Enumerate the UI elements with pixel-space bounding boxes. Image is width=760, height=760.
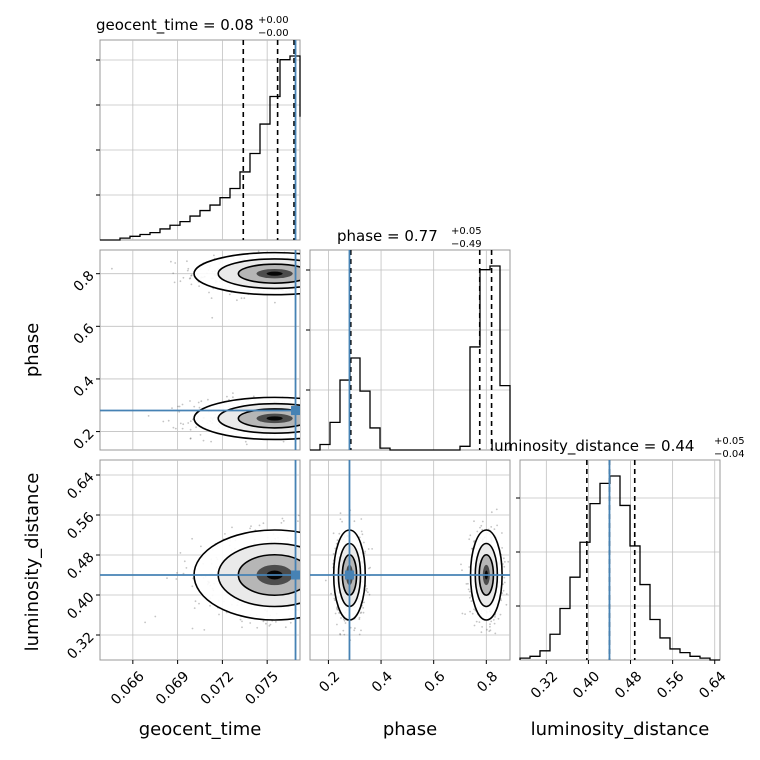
x-tick-label-2: 0.6 (422, 669, 449, 696)
panel-geocent-time-hist: geocent_time = 0.08 +0.00 −0.00 (96, 15, 301, 241)
y-tick-marks-geocent-time-hist (96, 59, 100, 196)
x-tick-label-0: 0.32 (528, 669, 561, 702)
title-luminosity-distance: luminosity_distance = 0.44 (490, 437, 694, 456)
title-geocent-time-lower: −0.00 (258, 28, 289, 39)
grid-phase-hist (310, 250, 510, 450)
contour-1-2 (237, 408, 300, 429)
histogram-phase (310, 265, 511, 451)
title-luminosity-distance-upper: +0.05 (714, 436, 745, 447)
grid-lumdist-hist (520, 460, 720, 660)
title-phase-upper: +0.05 (451, 226, 482, 237)
contour-1-0 (193, 396, 300, 441)
x-ticks-phase: 0.2 0.4 0.6 0.8 (316, 660, 501, 696)
x-tick-label-1: 0.069 (153, 669, 193, 709)
title-geocent-time: geocent_time = 0.08 (96, 16, 254, 35)
x-axis-label-luminosity-distance: luminosity_distance (531, 719, 710, 740)
contour-0-1 (217, 258, 300, 290)
truth-point (291, 570, 301, 580)
grid-geocent-time-hist (100, 40, 300, 240)
y-tick-label-0: 0.32 (64, 629, 97, 662)
y-ticks-phase: 0.2 0.4 0.6 0.8 (71, 268, 100, 453)
y-ticks-luminosity-distance: 0.32 0.40 0.48 0.56 0.64 (64, 469, 100, 663)
truth-marker-lumdist-vs-geocent-time (100, 460, 301, 660)
title-phase-lower: −0.49 (451, 239, 482, 250)
y-axis-label-luminosity-distance: luminosity_distance (22, 473, 43, 652)
contour-1-1 (217, 402, 300, 434)
y-tick-marks-phase-hist (306, 269, 310, 391)
x-ticks-luminosity-distance: 0.32 0.40 0.48 0.56 0.64 (528, 660, 730, 702)
panel-lumdist-hist: 0.32 0.40 0.48 0.56 0.64 luminosity_distance… (490, 436, 745, 740)
x-axis-label-geocent-time: geocent_time (139, 719, 262, 740)
y-tick-marks-lumdist-hist (516, 497, 520, 607)
x-tick-label-3: 0.075 (242, 669, 282, 709)
y-tick-label-3: 0.8 (71, 268, 98, 295)
y-tick-label-2: 0.48 (64, 549, 97, 582)
panel-lumdist-vs-phase: 0.2 0.4 0.6 0.8 phase (309, 459, 511, 740)
x-tick-label-2: 0.48 (612, 669, 645, 702)
contour-0-2 (237, 263, 300, 284)
x-tick-label-0: 0.2 (316, 669, 343, 696)
x-tick-label-2: 0.072 (198, 669, 238, 709)
panel-phase-hist: phase = 0.77 +0.05 −0.49 (306, 226, 511, 451)
histogram-luminosity-distance (519, 475, 720, 661)
x-axis-label-phase: phase (383, 719, 437, 740)
y-tick-label-1: 0.4 (71, 373, 98, 400)
x-tick-label-1: 0.40 (570, 669, 603, 702)
x-tick-label-3: 0.8 (474, 669, 501, 696)
title-phase: phase = 0.77 (337, 227, 438, 245)
quantile-lines-geocent-time (242, 40, 295, 240)
x-tick-label-1: 0.4 (369, 669, 396, 696)
contours-phase-vs-geocent-time (193, 251, 300, 441)
y-tick-label-0: 0.2 (71, 426, 98, 453)
y-tick-label-4: 0.64 (64, 469, 97, 502)
density-cluster-0 (194, 252, 300, 295)
contour-0-0 (193, 251, 300, 296)
truth-point (344, 570, 354, 580)
histogram-geocent-time (100, 55, 301, 241)
x-ticks-geocent-time: 0.066 0.069 0.072 0.075 (108, 660, 282, 708)
title-luminosity-distance-lower: −0.04 (714, 449, 745, 460)
truth-marker-lumdist-vs-phase (310, 460, 510, 660)
truth-marker-phase-vs-geocent-time (100, 250, 301, 450)
y-tick-label-1: 0.40 (64, 589, 97, 622)
x-tick-label-0: 0.066 (108, 669, 148, 709)
y-tick-label-2: 0.6 (71, 321, 98, 348)
y-axis-label-phase: phase (22, 323, 43, 377)
x-tick-label-3: 0.56 (654, 669, 687, 702)
x-tick-label-4: 0.64 (696, 669, 729, 702)
truth-point (291, 406, 301, 416)
quantile-lines-phase (349, 250, 493, 450)
title-geocent-time-upper: +0.00 (258, 15, 289, 26)
y-tick-label-3: 0.56 (64, 509, 97, 542)
